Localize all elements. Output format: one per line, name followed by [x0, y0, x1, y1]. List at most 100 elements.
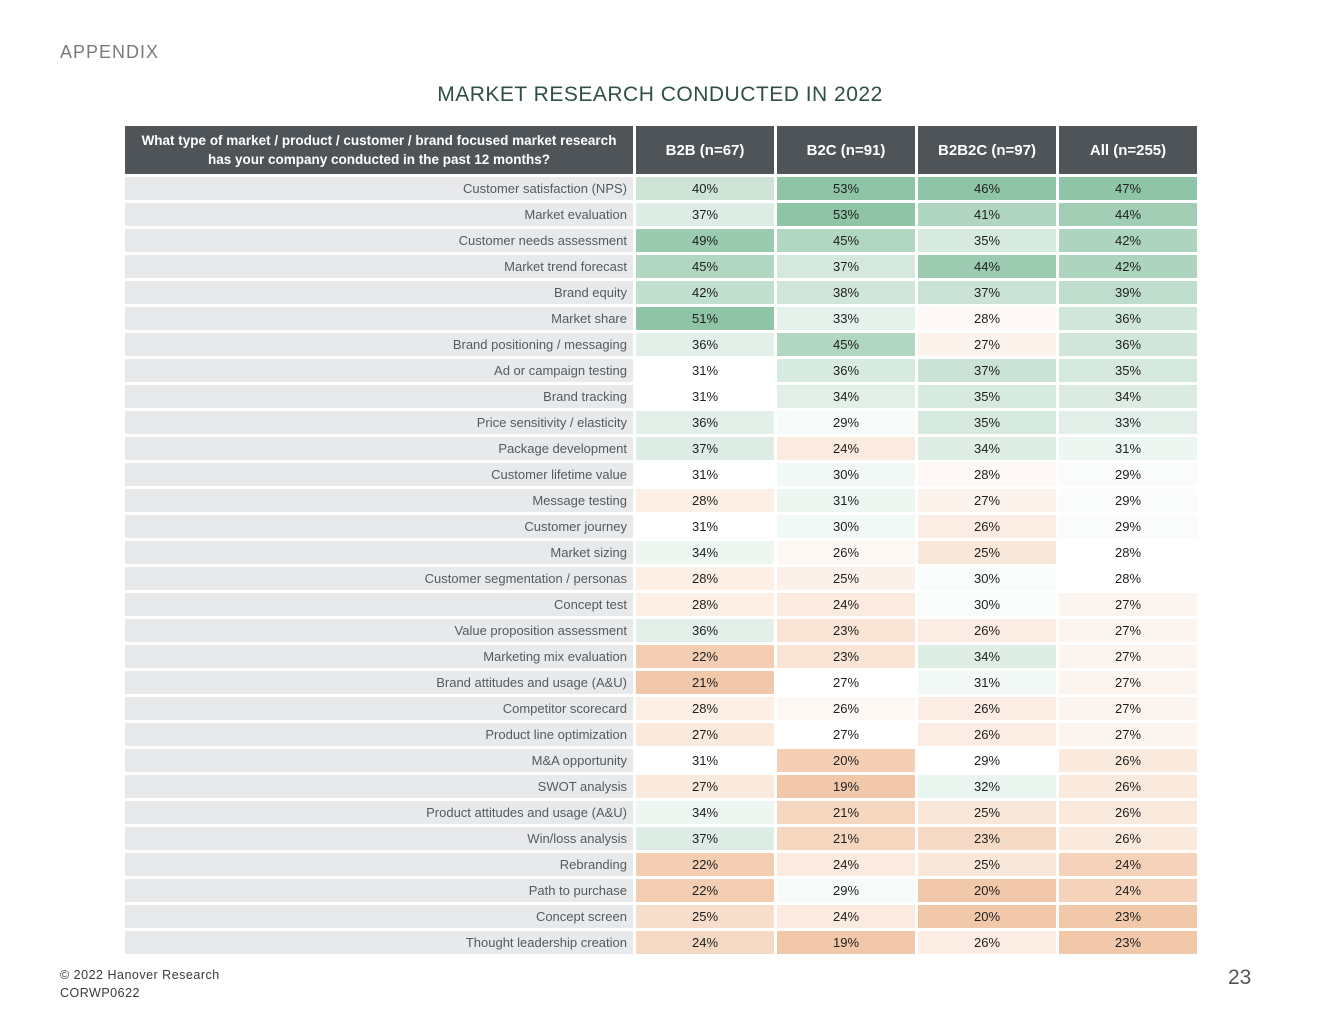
- table-cell: 36%: [1059, 333, 1197, 356]
- table-row: Customer satisfaction (NPS) 40% 53% 46% 47%: [125, 177, 1197, 200]
- row-label: Customer journey: [125, 515, 633, 538]
- table-cell: 34%: [918, 645, 1056, 668]
- table-cell: 27%: [777, 671, 915, 694]
- table-cell: 27%: [918, 489, 1056, 512]
- table-cell: 47%: [1059, 177, 1197, 200]
- table-cell: 24%: [777, 905, 915, 928]
- table-cell: 30%: [777, 515, 915, 538]
- table-cell: 24%: [777, 593, 915, 616]
- section-label: APPENDIX: [60, 42, 160, 62]
- table-row: Customer needs assessment 49% 45% 35% 42%: [125, 229, 1197, 252]
- table-cell: 37%: [636, 827, 774, 850]
- table-cell: 40%: [636, 177, 774, 200]
- row-label: Concept screen: [125, 905, 633, 928]
- row-label: Product attitudes and usage (A&U): [125, 801, 633, 824]
- table-cell: 21%: [777, 827, 915, 850]
- table-cell: 36%: [636, 411, 774, 434]
- table-cell: 38%: [777, 281, 915, 304]
- table-row: Brand tracking 31% 34% 35% 34%: [125, 385, 1197, 408]
- table-cell: 26%: [918, 723, 1056, 746]
- row-label: Market trend forecast: [125, 255, 633, 278]
- table-cell: 21%: [636, 671, 774, 694]
- question-header: What type of market / product / customer…: [125, 126, 633, 174]
- table-cell: 31%: [636, 359, 774, 382]
- table-cell: 28%: [636, 697, 774, 720]
- row-label: Win/loss analysis: [125, 827, 633, 850]
- row-label: Market sizing: [125, 541, 633, 564]
- table-cell: 27%: [1059, 593, 1197, 616]
- table-cell: 21%: [777, 801, 915, 824]
- table-cell: 34%: [1059, 385, 1197, 408]
- table-cell: 22%: [636, 645, 774, 668]
- row-label: Brand positioning / messaging: [125, 333, 633, 356]
- table-cell: 26%: [777, 697, 915, 720]
- table-cell: 27%: [918, 333, 1056, 356]
- table-cell: 33%: [777, 307, 915, 330]
- table-row: Concept screen 25% 24% 20% 23%: [125, 905, 1197, 928]
- row-label: Message testing: [125, 489, 633, 512]
- table-row: Market share 51% 33% 28% 36%: [125, 307, 1197, 330]
- row-label: Customer satisfaction (NPS): [125, 177, 633, 200]
- page-number: 23: [1228, 966, 1252, 989]
- column-header: All (n=255): [1059, 126, 1197, 174]
- table-cell: 24%: [636, 931, 774, 954]
- table-cell: 36%: [777, 359, 915, 382]
- footer: © 2022 Hanover Research CORWP0622: [60, 966, 220, 1002]
- table-cell: 41%: [918, 203, 1056, 226]
- table-cell: 29%: [918, 749, 1056, 772]
- table-cell: 31%: [636, 385, 774, 408]
- table-cell: 27%: [777, 723, 915, 746]
- table-row: Market trend forecast 45% 37% 44% 42%: [125, 255, 1197, 278]
- table-cell: 35%: [918, 411, 1056, 434]
- table-row: Brand equity 42% 38% 37% 39%: [125, 281, 1197, 304]
- table-cell: 26%: [777, 541, 915, 564]
- table-cell: 22%: [636, 879, 774, 902]
- table-cell: 24%: [777, 853, 915, 876]
- table-cell: 35%: [918, 229, 1056, 252]
- table-cell: 31%: [636, 749, 774, 772]
- table-row: Market evaluation 37% 53% 41% 44%: [125, 203, 1197, 226]
- table-row: Marketing mix evaluation 22% 23% 34% 27%: [125, 645, 1197, 668]
- table-cell: 51%: [636, 307, 774, 330]
- table-cell: 37%: [918, 281, 1056, 304]
- table-cell: 26%: [1059, 827, 1197, 850]
- table-cell: 20%: [777, 749, 915, 772]
- row-label: Brand attitudes and usage (A&U): [125, 671, 633, 694]
- table-cell: 23%: [777, 619, 915, 642]
- row-label: Customer lifetime value: [125, 463, 633, 486]
- table-row: Win/loss analysis 37% 21% 23% 26%: [125, 827, 1197, 850]
- table-row: Customer journey 31% 30% 26% 29%: [125, 515, 1197, 538]
- table-cell: 34%: [918, 437, 1056, 460]
- table-cell: 23%: [1059, 905, 1197, 928]
- table-cell: 25%: [918, 853, 1056, 876]
- row-label: Concept test: [125, 593, 633, 616]
- table-cell: 32%: [918, 775, 1056, 798]
- table-cell: 27%: [1059, 619, 1197, 642]
- row-label: Price sensitivity / elasticity: [125, 411, 633, 434]
- table-cell: 20%: [918, 879, 1056, 902]
- table-cell: 45%: [777, 229, 915, 252]
- table-cell: 23%: [777, 645, 915, 668]
- table-cell: 42%: [1059, 255, 1197, 278]
- table-cell: 28%: [1059, 541, 1197, 564]
- table-header-row: What type of market / product / customer…: [125, 126, 1197, 174]
- table-cell: 27%: [1059, 645, 1197, 668]
- table-cell: 28%: [918, 307, 1056, 330]
- column-header: B2C (n=91): [777, 126, 915, 174]
- table-cell: 35%: [1059, 359, 1197, 382]
- table-cell: 25%: [777, 567, 915, 590]
- table-cell: 36%: [636, 333, 774, 356]
- table-cell: 25%: [918, 541, 1056, 564]
- document-code: CORWP0622: [60, 986, 140, 1000]
- table-cell: 30%: [918, 567, 1056, 590]
- table-cell: 44%: [1059, 203, 1197, 226]
- table-cell: 30%: [918, 593, 1056, 616]
- table-row: Value proposition assessment 36% 23% 26% 27%: [125, 619, 1197, 642]
- table-cell: 22%: [636, 853, 774, 876]
- table-cell: 31%: [636, 515, 774, 538]
- table-cell: 24%: [1059, 853, 1197, 876]
- table-cell: 28%: [636, 489, 774, 512]
- table-row: Thought leadership creation 24% 19% 26% 23%: [125, 931, 1197, 954]
- table-row: Product attitudes and usage (A&U) 34% 21% 2…: [125, 801, 1197, 824]
- row-label: Value proposition assessment: [125, 619, 633, 642]
